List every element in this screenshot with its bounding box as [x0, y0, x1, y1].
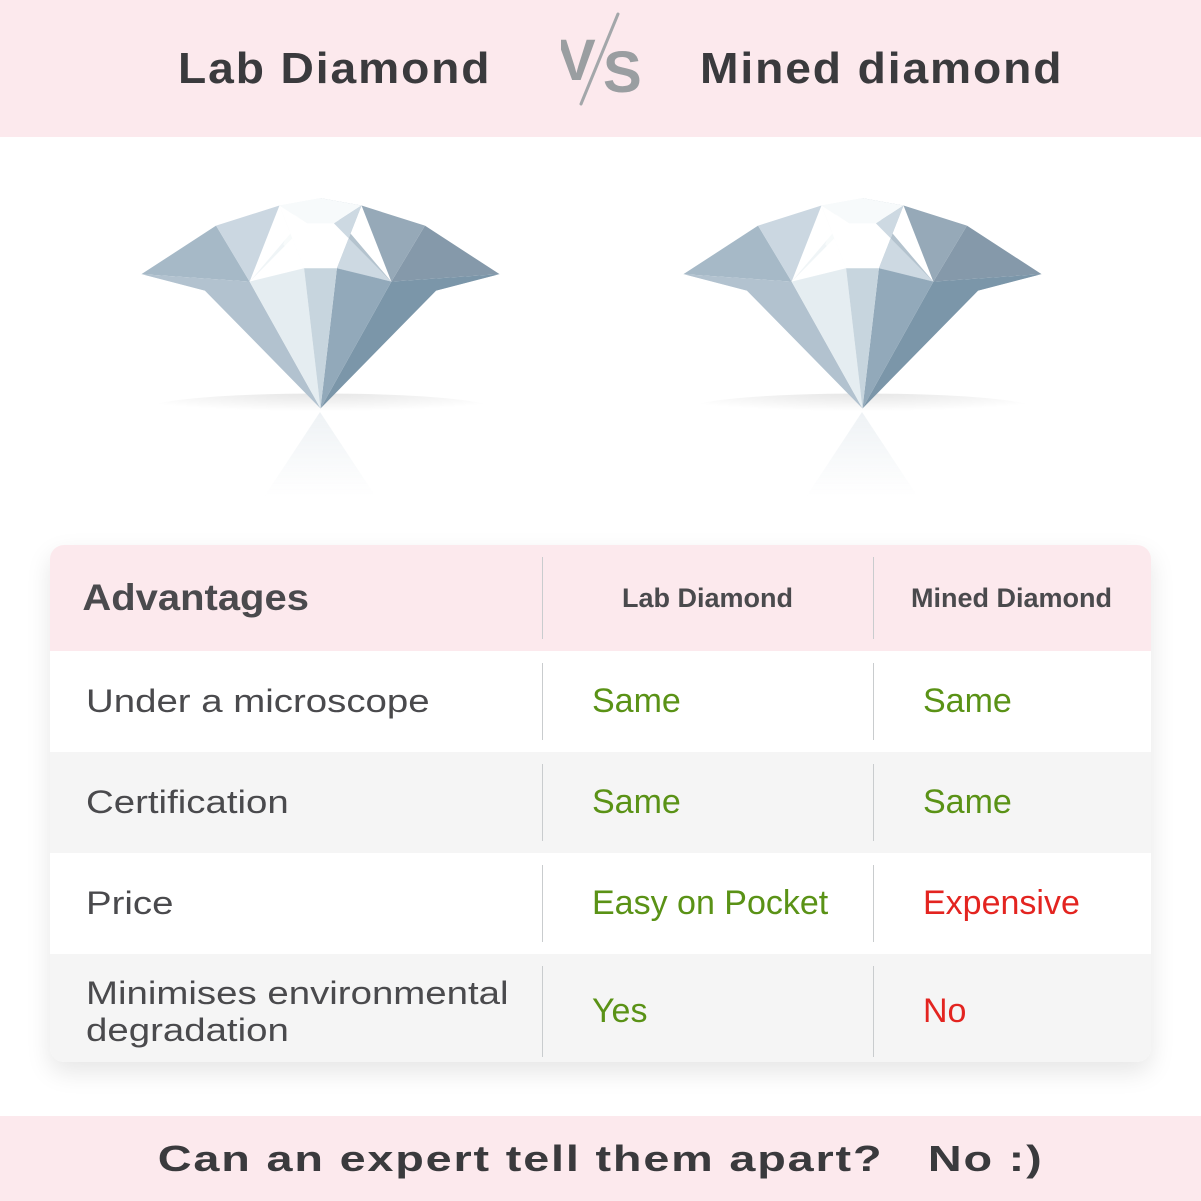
svg-text:S: S — [603, 40, 642, 105]
